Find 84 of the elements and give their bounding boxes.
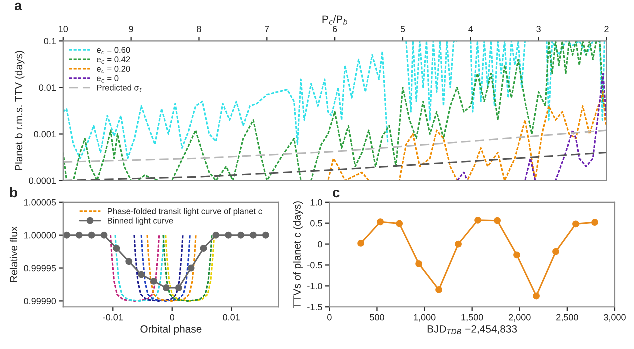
point — [396, 220, 404, 228]
x-tick-label: 1,000 — [414, 314, 436, 322]
point — [162, 284, 170, 292]
point — [533, 292, 540, 300]
point — [494, 217, 502, 224]
y-tick-label: 0.99995 — [24, 265, 56, 272]
point — [113, 245, 120, 252]
point — [250, 232, 257, 239]
y-tick-label: 1.00005 — [24, 199, 56, 206]
x-tick-label: 0 — [170, 314, 175, 321]
y-tick-label: -0.5 — [308, 262, 322, 269]
y-tick-label: 0 — [318, 241, 322, 248]
legend-label: Phase-folded transit light curve of planet c — [108, 208, 262, 216]
line-series — [63, 41, 607, 181]
point — [76, 232, 83, 239]
x-tick-label: 2 — [604, 26, 609, 32]
line-series — [140, 234, 191, 302]
x-tick-label: 0 — [328, 314, 332, 321]
x-tick-label: 2,000 — [509, 314, 531, 322]
y-tick-label: 0.001 — [34, 131, 56, 138]
point — [416, 260, 423, 268]
y-tick-label: 0.01 — [39, 84, 56, 92]
point — [175, 284, 182, 292]
y-tick-label: 1.0 — [310, 199, 322, 206]
legend-label: e$_{c}$ = 0.60 — [97, 47, 130, 54]
x-tick-label: -0.01 — [103, 314, 123, 321]
point — [63, 232, 70, 239]
x-tick-label: 5 — [400, 26, 406, 32]
point — [358, 240, 365, 247]
point — [552, 248, 560, 256]
point — [212, 232, 220, 239]
x-tick-label: 9 — [129, 26, 134, 32]
chart-title: c — [333, 190, 340, 198]
x-tick-label: 4 — [468, 26, 474, 32]
x-tick-label: 500 — [370, 314, 384, 321]
point — [455, 240, 462, 248]
y-tick-label: 0.99990 — [24, 298, 56, 305]
point — [238, 232, 245, 239]
point — [436, 286, 443, 294]
point — [377, 218, 384, 226]
point — [126, 258, 133, 266]
y-tick-label: 0.5 — [310, 220, 322, 227]
y-axis-title: Planet b r.m.s. TTV (days) — [14, 51, 25, 171]
y-tick-label: 1.00000 — [24, 232, 56, 239]
point — [262, 232, 270, 239]
x-axis-title: BJD$_{TDB}$ −2,454,833 — [428, 326, 518, 334]
y-tick-label: 0.0001 — [29, 178, 56, 184]
point — [572, 220, 580, 228]
legend-label: e$_{c}$ = 0.42 — [97, 56, 130, 64]
y-axis-title: Relative flux — [10, 226, 18, 282]
x-tick-label: 3,000 — [604, 314, 626, 322]
x-axis-title: Orbital phase — [140, 325, 202, 335]
x-tick-label: 1,500 — [462, 314, 484, 322]
legend-label: e$_{c}$ = 0 — [97, 76, 119, 83]
x-tick-label: 3 — [536, 26, 541, 32]
x-tick-label: 2,500 — [556, 314, 578, 322]
x-tick-label: 7 — [265, 26, 270, 32]
point — [138, 271, 146, 278]
x-axis-title: P$_{c}$/P$_{b}$ — [322, 15, 348, 25]
x-tick-label: 8 — [197, 26, 202, 32]
line-series — [134, 234, 184, 302]
y-tick-label: -1.0 — [308, 283, 322, 290]
x-tick-label: 0.01 — [223, 314, 240, 321]
chart-title: a — [14, 2, 22, 11]
x-tick-label: 6 — [333, 26, 338, 32]
chart-title: b — [10, 187, 18, 198]
legend-label: e$_{c}$ = 0.20 — [97, 66, 130, 74]
y-axis-title: TTVs of planet c (days) — [293, 202, 304, 308]
y-tick-label: 0.1 — [44, 38, 56, 45]
y-tick-label: -1.5 — [308, 304, 322, 310]
point — [188, 264, 195, 272]
x-tick-label: 10 — [59, 26, 68, 32]
legend-label: Binned light curve — [108, 218, 174, 226]
point — [88, 232, 96, 239]
point — [474, 216, 482, 224]
line-series — [146, 234, 197, 302]
point — [200, 245, 208, 252]
point — [225, 232, 232, 239]
point — [514, 252, 520, 259]
point — [150, 278, 158, 285]
legend-label: Predicted σ$_{t}$ — [97, 84, 142, 92]
point — [592, 219, 598, 226]
point — [100, 232, 108, 239]
line-series — [63, 130, 607, 164]
